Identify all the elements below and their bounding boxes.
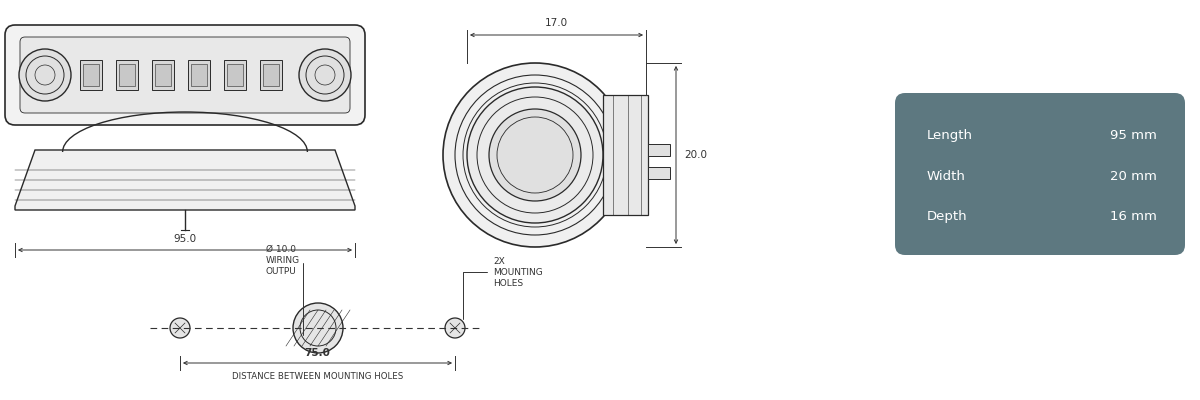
Bar [119, 64, 134, 86]
Text: 75.0: 75.0 [305, 348, 330, 358]
Circle shape [467, 87, 604, 223]
Bar [263, 64, 278, 86]
Polygon shape [602, 95, 648, 215]
Text: 95 mm: 95 mm [1110, 129, 1157, 142]
Bar [116, 60, 138, 90]
Text: Depth: Depth [928, 210, 967, 223]
Bar [191, 64, 208, 86]
Circle shape [490, 109, 581, 201]
Polygon shape [648, 144, 670, 156]
Text: Length: Length [928, 129, 973, 142]
Text: 20.0: 20.0 [684, 150, 707, 160]
Bar [260, 60, 282, 90]
Bar [80, 60, 102, 90]
Text: Width: Width [928, 170, 966, 182]
Text: 17.0: 17.0 [545, 18, 568, 28]
Circle shape [443, 63, 628, 247]
Bar [224, 60, 246, 90]
Circle shape [170, 318, 190, 338]
Polygon shape [14, 150, 355, 210]
Bar [152, 60, 174, 90]
Text: 2X
MOUNTING
HOLES: 2X MOUNTING HOLES [463, 257, 542, 319]
Circle shape [19, 49, 71, 101]
Circle shape [293, 303, 343, 353]
Text: DISTANCE BETWEEN MOUNTING HOLES: DISTANCE BETWEEN MOUNTING HOLES [232, 372, 403, 381]
Bar [155, 64, 172, 86]
FancyBboxPatch shape [20, 37, 350, 113]
Polygon shape [648, 167, 670, 179]
FancyBboxPatch shape [5, 25, 365, 125]
Text: 16 mm: 16 mm [1110, 210, 1157, 223]
Bar [188, 60, 210, 90]
Bar [227, 64, 242, 86]
Text: 20 mm: 20 mm [1110, 170, 1157, 182]
Circle shape [445, 318, 466, 338]
Bar [83, 64, 98, 86]
Text: Ø 10.0
WIRING
OUTPU: Ø 10.0 WIRING OUTPU [266, 245, 302, 335]
Circle shape [299, 49, 352, 101]
Text: 95.0: 95.0 [174, 234, 197, 244]
FancyBboxPatch shape [895, 93, 1186, 255]
